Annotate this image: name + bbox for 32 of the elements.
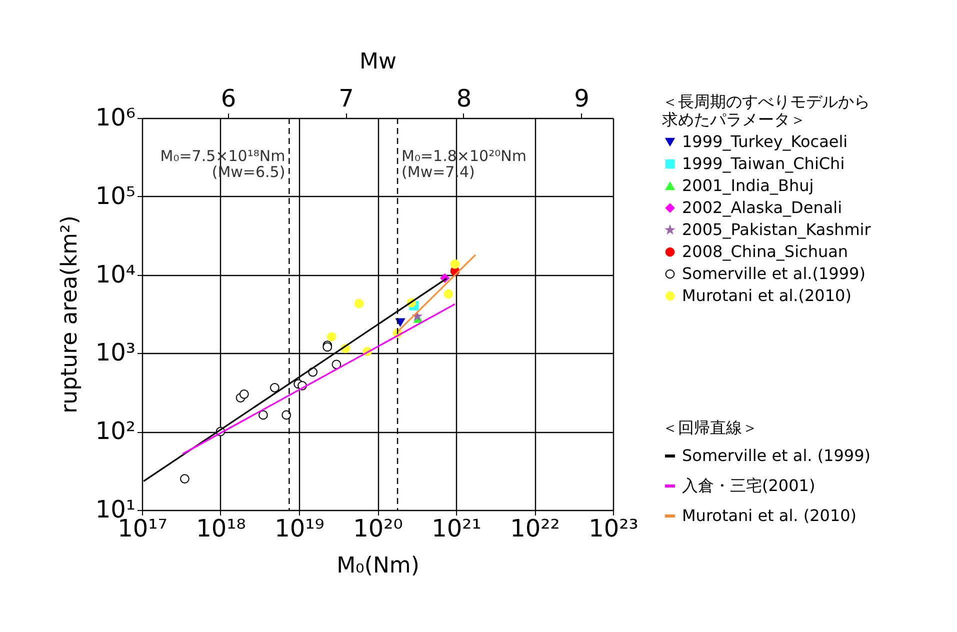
legend-label: 2005_Pakistan_Kashmir bbox=[682, 220, 872, 239]
legend-label: Murotani et al. (2010) bbox=[682, 506, 857, 525]
x-tick-label: 10²¹ bbox=[432, 514, 482, 542]
legend-label: 1999_Taiwan_ChiChi bbox=[682, 154, 845, 173]
x-tick-label: 10²³ bbox=[588, 514, 638, 542]
x2-axis-title: Mw bbox=[360, 50, 396, 74]
y-tick-label: 10⁵ bbox=[95, 182, 136, 210]
x2-tick-label: 7 bbox=[338, 84, 354, 112]
legend-label: Murotani et al.(2010) bbox=[682, 286, 852, 305]
y-tick-label: 10² bbox=[95, 417, 136, 446]
x2-tick-label: 9 bbox=[574, 84, 590, 112]
x-tick-label: 10¹⁸ bbox=[196, 514, 246, 542]
x-axis-title: M₀(Nm) bbox=[336, 554, 420, 578]
x-tick-label: 10²² bbox=[510, 514, 560, 542]
x2-tick-label: 8 bbox=[456, 84, 472, 112]
text: ＜長周期のすべりモデルから bbox=[662, 92, 870, 111]
legend-label: 2001_India_Bhuj bbox=[682, 176, 814, 195]
y-tick-label: 10⁶ bbox=[95, 104, 136, 132]
text: 求めたパラメータ＞ bbox=[662, 110, 806, 129]
legend-label: Somerville et al. (1999) bbox=[682, 446, 871, 465]
legend-label: 2002_Alaska_Denali bbox=[682, 198, 842, 217]
x2-tick-label: 6 bbox=[220, 84, 236, 112]
y-tick-label: 10³ bbox=[95, 338, 136, 367]
y-axis-title: rupture area(km²) bbox=[57, 216, 82, 414]
legend-label: 2008_China_Sichuan bbox=[682, 242, 848, 261]
legend-label: Somerville et al.(1999) bbox=[682, 264, 866, 283]
legend-label: 1999_Turkey_Kocaeli bbox=[682, 132, 848, 151]
x-tick-label: 10²⁰ bbox=[353, 514, 403, 542]
legend-label: 入倉・三宅(2001) bbox=[682, 476, 816, 495]
y-tick-label: 10⁴ bbox=[95, 260, 136, 288]
x-tick-label: 10¹⁹ bbox=[274, 514, 324, 542]
text: ＜回帰直線＞ bbox=[662, 418, 758, 437]
